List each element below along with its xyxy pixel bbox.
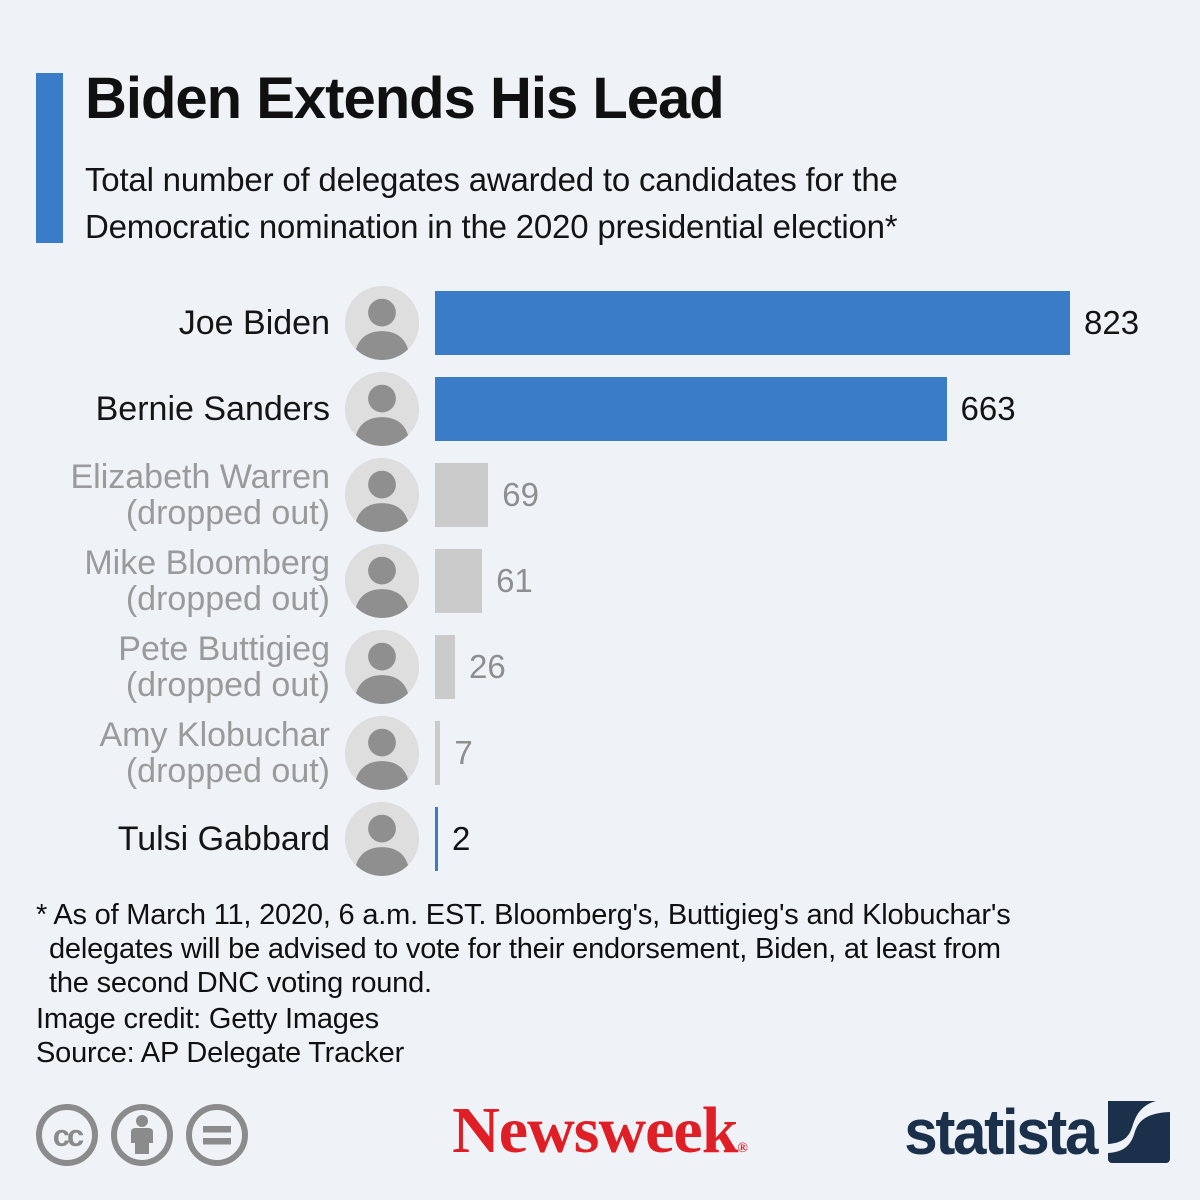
registered-mark: ®	[737, 1141, 748, 1156]
statista-logo-mark	[1108, 1101, 1170, 1163]
delegate-count: 663	[960, 390, 1016, 427]
page-title: Biden Extends His Lead	[85, 66, 725, 131]
chart-row-tulsi-gabbard: Tulsi Gabbard 2	[0, 796, 1200, 882]
no-derivatives-equals-icon	[186, 1104, 248, 1166]
delegate-bar	[435, 377, 947, 441]
page-subtitle: Total number of delegates awarded to can…	[85, 161, 898, 245]
footnote-line: * As of March 11, 2020, 6 a.m. EST. Bloo…	[36, 899, 1011, 931]
candidate-name: Bernie Sanders	[95, 390, 330, 428]
candidate-name: Pete Buttigieg	[118, 630, 330, 668]
candidate-name: Elizabeth Warren	[70, 458, 330, 496]
notes-block: * As of March 11, 2020, 6 a.m. EST. Bloo…	[36, 898, 1011, 1070]
delegate-count: 26	[469, 648, 506, 685]
delegate-count: 2	[452, 820, 471, 857]
footer: cc Newsweek® statista	[0, 1098, 1200, 1178]
delegate-bar-chart: Joe Biden 823 Bernie Sanders 663 Elizabe	[0, 280, 1200, 882]
delegate-bar	[435, 635, 456, 699]
candidate-name: Mike Bloomberg	[84, 544, 330, 582]
footnote-line: delegates will be advised to vote for th…	[49, 933, 1001, 965]
newsweek-logo: Newsweek®	[452, 1094, 748, 1167]
chart-row-pete-buttigieg: Pete Buttigieg (dropped out) 26	[0, 624, 1200, 710]
delegate-bar	[435, 549, 483, 613]
delegate-bar	[435, 291, 1070, 355]
delegate-bar	[435, 807, 438, 871]
delegate-count: 7	[454, 734, 473, 771]
candidate-status: (dropped out)	[125, 580, 330, 618]
statista-logo: statista	[892, 1100, 1170, 1164]
candidate-name: Amy Klobuchar	[99, 716, 330, 754]
chart-row-joe-biden: Joe Biden 823	[0, 280, 1200, 366]
delegate-count: 823	[1084, 304, 1140, 341]
image-credit: Image credit: Getty Images	[36, 1003, 379, 1035]
delegate-count: 69	[502, 476, 539, 513]
source-credit: Source: AP Delegate Tracker	[36, 1037, 405, 1069]
candidate-avatar	[345, 802, 419, 876]
candidate-avatar	[345, 458, 419, 532]
footnote-line: the second DNC voting round.	[49, 967, 432, 999]
candidate-status: (dropped out)	[125, 494, 330, 532]
candidate-status: (dropped out)	[125, 666, 330, 704]
chart-row-bernie-sanders: Bernie Sanders 663	[0, 366, 1200, 452]
svg-text:cc: cc	[53, 1118, 84, 1153]
candidate-name: Tulsi Gabbard	[117, 820, 330, 858]
candidate-name: Joe Biden	[178, 304, 330, 342]
chart-row-mike-bloomberg: Mike Bloomberg (dropped out) 61	[0, 538, 1200, 624]
statista-wordmark: statista	[904, 1096, 1098, 1168]
title-accent-bar	[36, 73, 63, 243]
cc-icon	[36, 1104, 98, 1166]
candidate-avatar	[345, 286, 419, 360]
delegate-bar	[435, 463, 489, 527]
chart-row-elizabeth-warren: Elizabeth Warren (dropped out) 69	[0, 452, 1200, 538]
chart-row-amy-klobuchar: Amy Klobuchar (dropped out) 7	[0, 710, 1200, 796]
delegate-bar	[435, 721, 441, 785]
candidate-avatar	[345, 630, 419, 704]
candidate-avatar	[345, 372, 419, 446]
candidate-status: (dropped out)	[125, 752, 330, 790]
attribution-person-icon	[111, 1104, 173, 1166]
creative-commons-license-icons: cc	[34, 1102, 284, 1173]
candidate-avatar	[345, 716, 419, 790]
header: Biden Extends His Lead Total number of d…	[36, 70, 985, 250]
candidate-avatar	[345, 544, 419, 618]
delegate-count: 61	[496, 562, 533, 599]
